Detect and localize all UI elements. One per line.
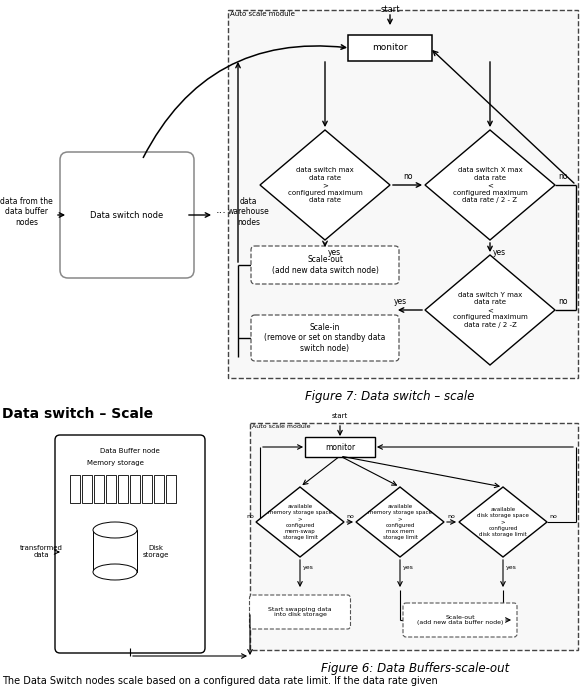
- Text: Auto scale module: Auto scale module: [230, 11, 295, 17]
- Text: yes: yes: [403, 565, 414, 570]
- Text: data switch max
data rate
>
configured maximum
data rate: data switch max data rate > configured m…: [288, 167, 362, 203]
- FancyBboxPatch shape: [403, 603, 517, 637]
- FancyBboxPatch shape: [82, 475, 92, 503]
- Text: yes: yes: [394, 297, 407, 306]
- Text: yes: yes: [303, 565, 314, 570]
- Text: Memory storage: Memory storage: [87, 460, 143, 466]
- Text: monitor: monitor: [325, 442, 355, 451]
- Text: Data Buffer node: Data Buffer node: [100, 448, 160, 454]
- Text: no: no: [346, 514, 354, 519]
- FancyBboxPatch shape: [249, 595, 350, 629]
- Ellipse shape: [93, 564, 137, 580]
- Text: Scale-out
(add new data buffer node): Scale-out (add new data buffer node): [417, 615, 503, 625]
- Text: The Data Switch nodes scale based on a configured data rate limit. If the data r: The Data Switch nodes scale based on a c…: [2, 676, 438, 686]
- Text: monitor: monitor: [372, 43, 408, 52]
- Polygon shape: [459, 487, 547, 557]
- FancyBboxPatch shape: [55, 435, 205, 653]
- FancyBboxPatch shape: [106, 475, 116, 503]
- Text: Start swapping data
into disk storage: Start swapping data into disk storage: [268, 607, 332, 618]
- Polygon shape: [260, 130, 390, 240]
- Polygon shape: [425, 130, 555, 240]
- FancyBboxPatch shape: [154, 475, 164, 503]
- Text: yes: yes: [493, 248, 506, 257]
- Text: data switch Y max
data rate
<
configured maximum
data rate / 2 -Z: data switch Y max data rate < configured…: [453, 292, 527, 328]
- Text: available
memory storage space
>
configured
mem-swap
storage limit: available memory storage space > configu…: [268, 504, 332, 540]
- Text: yes: yes: [506, 565, 517, 570]
- Text: no: no: [402, 172, 412, 181]
- Polygon shape: [425, 255, 555, 365]
- FancyBboxPatch shape: [251, 315, 399, 361]
- FancyBboxPatch shape: [94, 475, 104, 503]
- Polygon shape: [256, 487, 344, 557]
- Text: Scale-out
(add new data switch node): Scale-out (add new data switch node): [271, 256, 378, 275]
- FancyBboxPatch shape: [70, 475, 80, 503]
- Text: data switch X max
data rate
<
configured maximum
data rate / 2 - Z: data switch X max data rate < configured…: [453, 167, 527, 203]
- Text: available
memory storage space
>
configured
max mem
storage limit: available memory storage space > configu…: [368, 504, 432, 540]
- FancyBboxPatch shape: [130, 475, 140, 503]
- Text: no: no: [558, 297, 567, 306]
- Bar: [93, 530, 137, 572]
- FancyArrowPatch shape: [143, 45, 346, 157]
- FancyBboxPatch shape: [118, 475, 128, 503]
- FancyBboxPatch shape: [305, 437, 375, 457]
- Text: yes: yes: [328, 248, 341, 257]
- Polygon shape: [356, 487, 444, 557]
- Text: Scale-in
(remove or set on standby data
switch node): Scale-in (remove or set on standby data …: [264, 323, 386, 353]
- Text: start: start: [380, 5, 400, 14]
- FancyBboxPatch shape: [142, 475, 152, 503]
- Text: Disk
storage: Disk storage: [143, 545, 170, 557]
- Text: start: start: [332, 413, 348, 419]
- Text: available
disk storage space
>
configured
disk storage limit: available disk storage space > configure…: [477, 507, 529, 537]
- Text: no: no: [448, 514, 456, 519]
- Text: transformed
data: transformed data: [20, 545, 63, 558]
- FancyBboxPatch shape: [348, 35, 432, 61]
- FancyBboxPatch shape: [228, 10, 578, 378]
- Text: no: no: [558, 172, 567, 181]
- Text: Data switch node: Data switch node: [90, 210, 164, 220]
- Text: Auto scale module: Auto scale module: [252, 424, 311, 429]
- Text: data from the
data buffer
nodes: data from the data buffer nodes: [0, 197, 53, 227]
- Text: no: no: [246, 514, 254, 519]
- Ellipse shape: [93, 522, 137, 538]
- FancyBboxPatch shape: [250, 423, 578, 650]
- Text: Data switch – Scale: Data switch – Scale: [2, 407, 153, 421]
- FancyBboxPatch shape: [60, 152, 194, 278]
- Text: no: no: [549, 514, 557, 519]
- Text: Figure 7: Data switch – scale: Figure 7: Data switch – scale: [305, 390, 474, 403]
- Text: data
warehouse
nodes: data warehouse nodes: [228, 197, 270, 227]
- Text: Figure 6: Data Buffers-scale-out: Figure 6: Data Buffers-scale-out: [321, 662, 509, 675]
- Text: ...: ...: [216, 205, 227, 215]
- FancyBboxPatch shape: [166, 475, 176, 503]
- FancyBboxPatch shape: [251, 246, 399, 284]
